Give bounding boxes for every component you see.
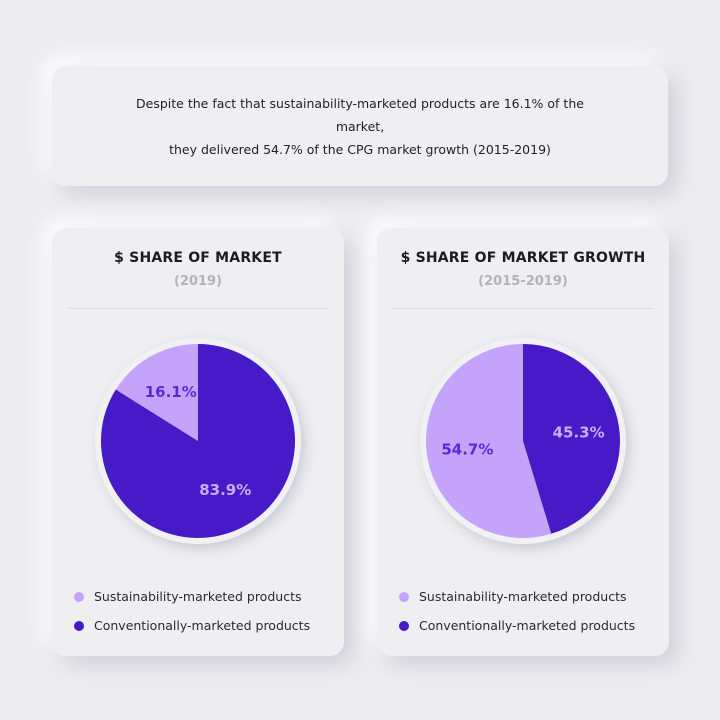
pie-label-sustainability: 16.1% [145, 383, 197, 401]
market-share-subtitle: (2019) [173, 274, 223, 289]
legend-item-conventional: Conventionally-marketed products [399, 611, 635, 640]
pie-slice-conventionally [523, 344, 620, 534]
divider [68, 308, 328, 309]
market-share-card: $ SHARE OF MARKET (2019) 16.1% 83.9% Sust… [52, 228, 344, 656]
pie-slice-sustainability [115, 344, 198, 441]
legend-label-conventional: Conventionally-marketed products [94, 618, 311, 633]
legend-item-sustainability: Sustainability-marketed products [74, 582, 310, 611]
market-growth-pie: 54.7% 45.3% [420, 338, 626, 544]
pie-slice-sustainability [425, 344, 552, 538]
legend-label-conventional: Conventionally-marketed products [419, 618, 636, 633]
market-growth-subtitle: (2015-2019) [478, 274, 568, 289]
market-growth-card: $ SHARE OF MARKET GROWTH (2015-2019) 54.… [377, 228, 669, 656]
legend-swatch-sustainability [74, 591, 84, 602]
headline-line-1: Despite the fact that sustainability-mar… [136, 95, 584, 134]
legend-swatch-conventional [74, 620, 84, 631]
market-share-pie: 16.1% 83.9% [95, 338, 301, 544]
market-share-title: $ SHARE OF MARKET [114, 250, 282, 266]
legend-item-sustainability: Sustainability-marketed products [399, 582, 635, 611]
market-share-legend: Sustainability-marketed products Convent… [74, 582, 310, 640]
pie-label-conventionally: 83.9% [199, 481, 251, 499]
market-growth-legend: Sustainability-marketed products Convent… [399, 582, 635, 640]
legend-item-conventional: Conventionally-marketed products [74, 611, 310, 640]
pie-slice-conventionally [101, 344, 296, 538]
market-growth-title: $ SHARE OF MARKET GROWTH [400, 250, 646, 266]
legend-swatch-conventional [399, 620, 409, 631]
headline-text: Despite the fact that sustainability-mar… [110, 92, 610, 161]
legend-label-sustainability: Sustainability-marketed products [94, 589, 302, 604]
pie-label-sustainability: 54.7% [441, 440, 493, 458]
divider [393, 308, 653, 309]
pie-label-conventionally: 45.3% [553, 424, 605, 442]
headline-line-2: they delivered 54.7% of the CPG market g… [169, 141, 551, 157]
legend-swatch-sustainability [399, 591, 409, 602]
headline-banner: Despite the fact that sustainability-mar… [52, 66, 668, 186]
legend-label-sustainability: Sustainability-marketed products [419, 589, 627, 604]
